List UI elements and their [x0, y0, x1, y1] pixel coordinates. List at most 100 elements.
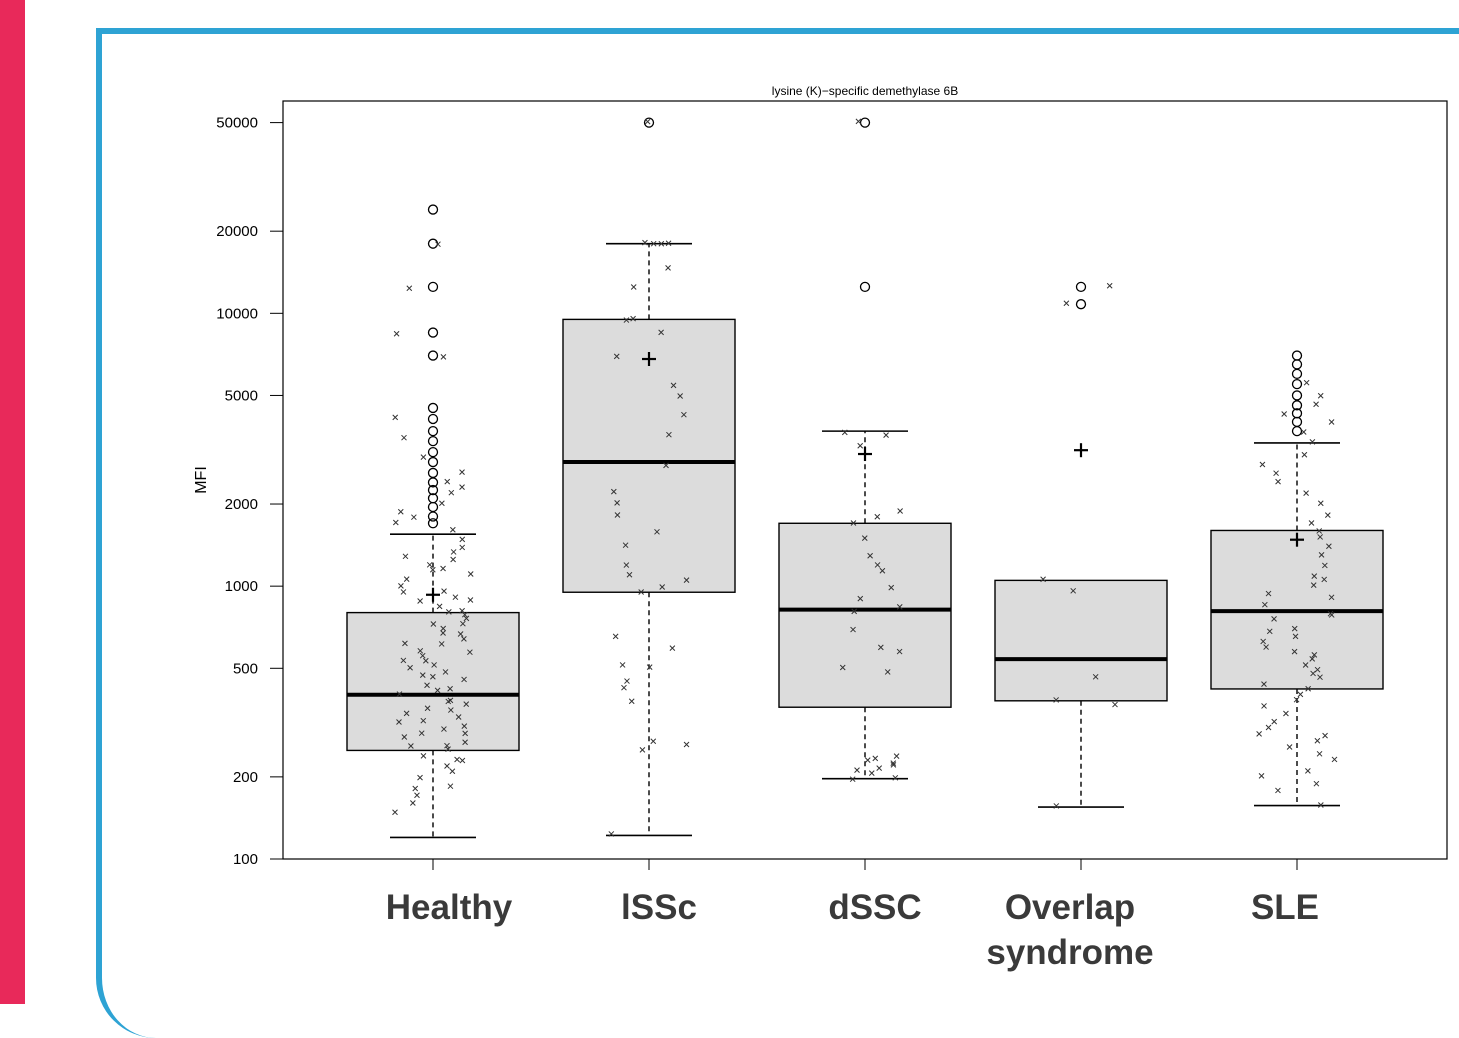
jitter-point [417, 774, 423, 781]
jitter-point [677, 393, 684, 399]
outlier-point [1291, 390, 1303, 401]
jitter-point [650, 240, 657, 247]
jitter-point [463, 615, 470, 622]
outlier-point [1075, 299, 1087, 310]
category-label: dSSC [828, 888, 921, 927]
jitter-point [441, 588, 447, 594]
outlier-point [1291, 416, 1303, 428]
y-tick-label: 20000 [216, 223, 258, 240]
jitter-point [1305, 685, 1312, 692]
jitter-layer [392, 118, 1338, 837]
jitter-point [877, 644, 884, 651]
jitter-point [864, 757, 871, 763]
jitter-point [406, 285, 413, 292]
jitter-point [430, 621, 437, 627]
x-axis [432, 859, 1298, 870]
jitter-point [414, 792, 420, 799]
jitter-point [1313, 401, 1319, 408]
jitter-point [459, 757, 466, 764]
outlier-point [427, 446, 439, 458]
jitter-point [614, 499, 620, 506]
jitter-point [1261, 681, 1267, 687]
jitter-point [1258, 773, 1265, 779]
jitter-point [403, 576, 410, 582]
jitter-point [876, 765, 883, 771]
jitter-point [849, 776, 856, 783]
jitter-point [683, 741, 690, 748]
box [778, 522, 952, 708]
box-plot-chart: lysine (K)−specific demethylase 6B MFI 1… [193, 84, 1448, 972]
jitter-point [448, 489, 455, 496]
jitter-point [445, 698, 452, 705]
category-label: lSSc [621, 888, 697, 927]
box-group-dssc [778, 117, 952, 780]
jitter-point [1281, 411, 1288, 417]
jitter-point [467, 649, 473, 656]
jitter-point [1266, 628, 1273, 635]
jitter-point [417, 647, 424, 654]
jitter-point [398, 583, 404, 589]
jitter-point [403, 710, 410, 717]
jitter-point [1314, 666, 1321, 673]
y-axis: 100 200 500 1000 2000 5000 10000 20000 50000 [216, 115, 284, 868]
jitter-point [441, 726, 447, 732]
jitter-point [1293, 696, 1300, 703]
outlier-point [859, 281, 871, 293]
jitter-point [435, 241, 441, 248]
jitter-point [614, 512, 621, 518]
jitter-point [879, 567, 886, 574]
jitter-point [1317, 534, 1324, 540]
jitter-point [457, 631, 464, 637]
y-tick-label: 50000 [216, 115, 258, 132]
jitter-point [420, 454, 427, 461]
chart-title: lysine (K)−specific demethylase 6B [772, 84, 958, 98]
jitter-point [608, 831, 615, 837]
jitter-point [1305, 768, 1311, 774]
outlier-point [427, 402, 439, 414]
jitter-point [439, 500, 445, 507]
jitter-point [440, 565, 446, 572]
jitter-point [613, 353, 620, 360]
jitter-point [449, 768, 456, 775]
jitter-point [855, 118, 862, 125]
y-tick-label: 200 [233, 769, 258, 786]
jitter-point [438, 641, 445, 647]
jitter-point [461, 636, 467, 642]
jitter-point [1291, 625, 1298, 632]
jitter-point [461, 611, 468, 618]
jitter-point [1309, 438, 1316, 445]
jitter-point [666, 431, 672, 438]
box-group-overlap-syndrome [994, 281, 1168, 808]
jitter-point [442, 669, 449, 675]
jitter-point [392, 414, 399, 421]
jitter-point [1328, 612, 1335, 618]
jitter-point [683, 577, 690, 583]
outlier-point [1075, 281, 1087, 293]
jitter-point [445, 608, 452, 615]
jitter-point [392, 519, 399, 526]
jitter-point [669, 645, 676, 651]
jitter-point [467, 597, 474, 603]
jitter-point [850, 626, 856, 633]
jitter-point [1259, 461, 1266, 468]
jitter-point [628, 698, 635, 705]
jitter-point [888, 584, 895, 591]
jitter-point [447, 783, 454, 790]
outlier-point [427, 425, 439, 437]
outlier-point [859, 117, 871, 128]
jitter-point [1261, 703, 1267, 709]
box-group-sle [1210, 350, 1384, 807]
jitter-point [622, 542, 629, 549]
jitter-point [450, 556, 456, 563]
jitter-point [1301, 451, 1308, 458]
jitter-point [1317, 392, 1324, 399]
jitter-point [1256, 730, 1262, 737]
y-tick-label: 2000 [225, 496, 258, 513]
jitter-point [1314, 737, 1321, 744]
jitter-point [422, 657, 429, 664]
jitter-point [419, 652, 426, 659]
jitter-point [1053, 697, 1060, 703]
jitter-point [461, 676, 467, 683]
outlier-point [427, 350, 439, 361]
jitter-point [400, 657, 407, 664]
